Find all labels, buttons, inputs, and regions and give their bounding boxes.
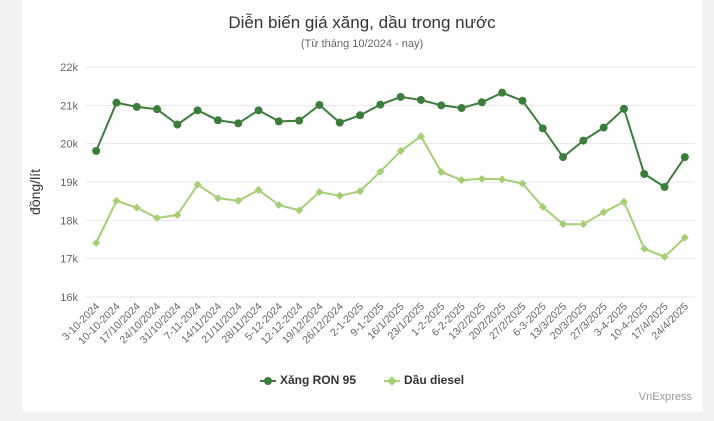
diesel-point [477, 174, 486, 183]
ron95-point [477, 98, 486, 107]
diesel-point [132, 203, 141, 212]
ron95-point [437, 101, 446, 110]
ron95-point [173, 120, 182, 129]
legend-label: Dầu diesel [404, 373, 465, 387]
diesel-point [619, 197, 628, 206]
ron95-point [599, 123, 608, 132]
series-line-diesel [95, 135, 686, 258]
ron95-point [193, 106, 202, 115]
ron95-point [498, 88, 507, 97]
y-tick-label: 22k [60, 62, 78, 74]
ron95-point [335, 118, 344, 127]
legend-item-ron95[interactable]: Xăng RON 95 [259, 373, 356, 387]
ron95-point [153, 105, 162, 114]
y-tick-label: 20k [60, 139, 78, 151]
ron95-point [213, 116, 222, 125]
line-chart: 16k17k18k19k20k21k22k3-10-202410-10-2024… [60, 62, 695, 347]
diesel-point [579, 220, 588, 229]
ron95-point [640, 169, 649, 178]
y-tick-label: 17k [60, 254, 78, 266]
ron95-point [356, 111, 365, 120]
y-tick-label: 19k [60, 177, 78, 189]
ron95-point [234, 119, 243, 128]
diesel-point [295, 206, 304, 215]
diesel-point [660, 252, 669, 261]
ron95-point [559, 153, 568, 162]
legend-swatch [384, 376, 400, 386]
diesel-point [538, 202, 547, 211]
diesel-point [92, 238, 101, 247]
ron95-point [315, 100, 324, 109]
ron95-point [416, 95, 425, 104]
diesel-point [518, 179, 527, 188]
ron95-point [680, 153, 689, 162]
y-tick-label: 21k [60, 100, 78, 112]
chart-title: Diễn biến giá xăng, dầu trong nước [228, 13, 496, 32]
ron95-point [92, 146, 101, 155]
ron95-point [579, 136, 588, 145]
diesel-point [416, 132, 425, 141]
diesel-point [153, 214, 162, 223]
chart-subtitle: (Từ tháng 10/2024 - nay) [300, 38, 424, 50]
legend-swatch [259, 376, 276, 385]
diesel-point [234, 196, 243, 205]
ron95-point [518, 96, 527, 105]
legend: Xăng RON 95 Dầu diesel [22, 373, 702, 387]
y-tick-label: 16k [60, 292, 78, 304]
y-tick-label: 18k [60, 215, 78, 227]
diesel-point [173, 210, 182, 219]
ron95-point [254, 106, 263, 115]
chart-card: Diễn biến giá xăng, dầu trong nước (Từ t… [22, 0, 702, 412]
diesel-point [335, 191, 344, 200]
diesel-point [274, 201, 283, 209]
ron95-point [295, 116, 304, 125]
ron95-point [457, 104, 466, 113]
diesel-point [457, 176, 466, 185]
diesel-point [680, 233, 689, 242]
diesel-point [356, 187, 365, 196]
diesel-point [559, 220, 568, 229]
diesel-point [213, 194, 222, 203]
ron95-point [274, 117, 283, 126]
ron95-point [660, 182, 669, 191]
diesel-point [498, 175, 507, 184]
ron95-point [376, 100, 385, 109]
ron95-point [112, 98, 121, 107]
ron95-point [396, 92, 405, 101]
diesel-point [193, 180, 202, 189]
diesel-point [640, 244, 649, 253]
legend-label: Xăng RON 95 [279, 373, 356, 387]
legend-item-diesel[interactable]: Dầu diesel [384, 373, 464, 387]
diesel-point [112, 196, 121, 205]
diesel-point [437, 168, 446, 177]
diesel-point [396, 146, 405, 155]
ron95-point [619, 104, 628, 113]
diesel-point [376, 167, 385, 176]
diesel-point [599, 208, 608, 217]
ron95-point [132, 102, 141, 111]
diesel-point [315, 187, 324, 196]
source-credit: VnExpress [638, 391, 692, 403]
series-line-ron95 [95, 91, 686, 188]
ron95-point [538, 124, 547, 133]
